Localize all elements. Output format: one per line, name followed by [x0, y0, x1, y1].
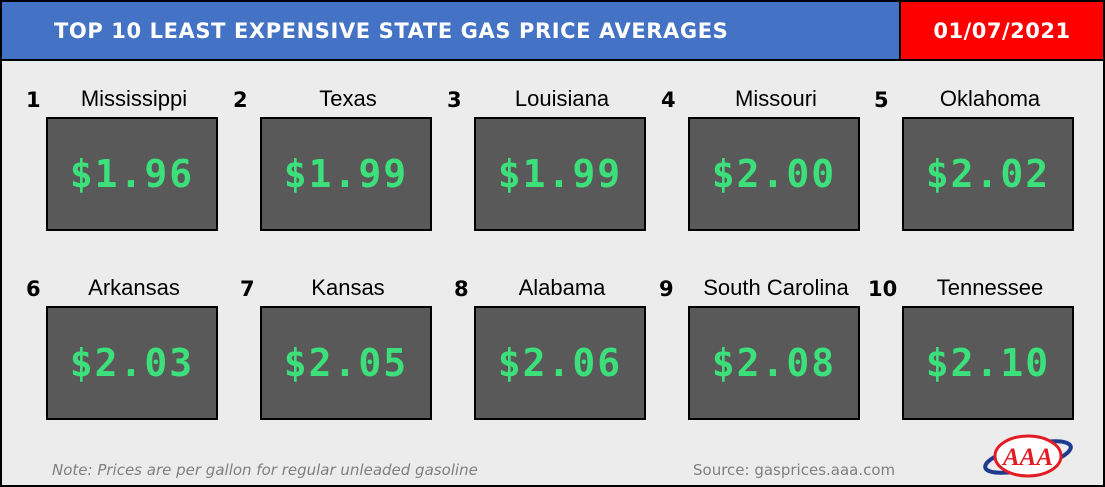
rank-number: 5 [874, 88, 889, 112]
price-value: $2.06 [497, 341, 623, 385]
rank-number: 10 [868, 277, 898, 301]
price-display: $1.96 [46, 117, 218, 231]
state-name: Texas [319, 86, 377, 111]
state-name: Missouri [735, 86, 817, 111]
rank-number: 7 [240, 277, 255, 301]
title-bar: TOP 10 LEAST EXPENSIVE STATE GAS PRICE A… [2, 2, 901, 61]
date-badge: 01/07/2021 [901, 2, 1103, 61]
rank-number: 3 [447, 88, 462, 112]
price-value: $2.02 [925, 152, 1051, 196]
price-display: $2.05 [260, 306, 432, 420]
rank-number: 4 [661, 88, 676, 112]
price-value: $2.03 [69, 341, 195, 385]
price-display: $1.99 [474, 117, 646, 231]
price-value: $2.10 [925, 341, 1051, 385]
state-name: Kansas [311, 275, 385, 300]
aaa-logo-icon: AAA [983, 434, 1073, 478]
price-display: $1.99 [260, 117, 432, 231]
price-display: $2.03 [46, 306, 218, 420]
price-value: $1.96 [69, 152, 195, 196]
price-value: $1.99 [497, 152, 623, 196]
source-credit: Source: gasprices.aaa.com [693, 461, 896, 479]
rank-number: 6 [26, 277, 41, 301]
state-name: Mississippi [80, 86, 188, 111]
price-display: $2.00 [688, 117, 860, 231]
price-display: $2.02 [902, 117, 1074, 231]
price-value: $2.00 [711, 152, 837, 196]
footnote: Note: Prices are per gallon for regular … [52, 461, 478, 479]
state-name: Oklahoma [939, 86, 1041, 111]
state-name: Alabama [518, 275, 606, 300]
rank-number: 9 [659, 277, 674, 301]
state-name: Louisiana [514, 86, 610, 111]
rank-number: 8 [454, 277, 469, 301]
state-name: South Carolina [703, 275, 849, 300]
page-title: TOP 10 LEAST EXPENSIVE STATE GAS PRICE A… [54, 18, 729, 43]
logo-text: AAA [1001, 444, 1053, 471]
price-display: $2.06 [474, 306, 646, 420]
rank-number: 1 [26, 88, 41, 112]
date-label: 01/07/2021 [933, 18, 1071, 43]
price-value: $1.99 [283, 152, 409, 196]
rank-number: 2 [233, 88, 248, 112]
price-value: $2.05 [283, 341, 409, 385]
state-name: Tennessee [936, 275, 1044, 300]
price-display: $2.10 [902, 306, 1074, 420]
price-value: $2.08 [711, 341, 837, 385]
state-name: Arkansas [88, 275, 180, 300]
price-display: $2.08 [688, 306, 860, 420]
